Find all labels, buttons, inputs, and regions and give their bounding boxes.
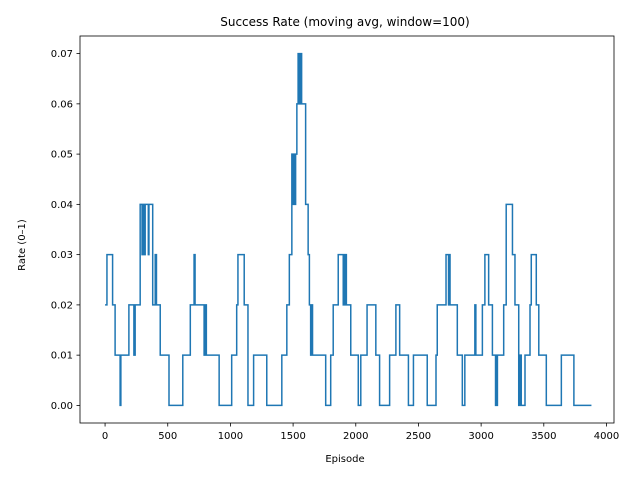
plot-area: [105, 52, 592, 407]
chart-title: Success Rate (moving avg, window=100): [220, 15, 470, 29]
x-tick-label: 2500: [406, 431, 431, 442]
x-tick-label: 1500: [280, 431, 305, 442]
axes-frame: [79, 35, 615, 424]
y-tick-label: 0.02: [51, 300, 73, 311]
y-tick-label: 0.00: [51, 401, 73, 412]
x-tick-label: 3500: [531, 431, 556, 442]
y-axis-label: Rate (0–1): [17, 219, 28, 271]
x-tick-label: 3000: [468, 431, 493, 442]
x-tick-label: 4000: [594, 431, 619, 442]
x-tick-label: 1000: [218, 431, 243, 442]
x-tick-label: 2000: [343, 431, 368, 442]
y-tick-label: 0.06: [51, 99, 73, 110]
x-axis-ticks: 0 500 1000 1500 2000 2500 3000 3500 4000: [102, 423, 619, 442]
x-axis-label: Episode: [325, 454, 364, 465]
y-tick-label: 0.03: [51, 250, 73, 261]
y-tick-label: 0.07: [51, 49, 73, 60]
x-tick-label: 0: [102, 431, 108, 442]
y-tick-label: 0.04: [51, 200, 73, 211]
y-tick-label: 0.01: [51, 351, 73, 362]
y-tick-label: 0.05: [51, 150, 73, 161]
x-tick-label: 500: [158, 431, 177, 442]
series-line: [105, 52, 592, 407]
y-axis-ticks: 0.00 0.01 0.02 0.03 0.04 0.05 0.06 0.07: [51, 49, 80, 412]
